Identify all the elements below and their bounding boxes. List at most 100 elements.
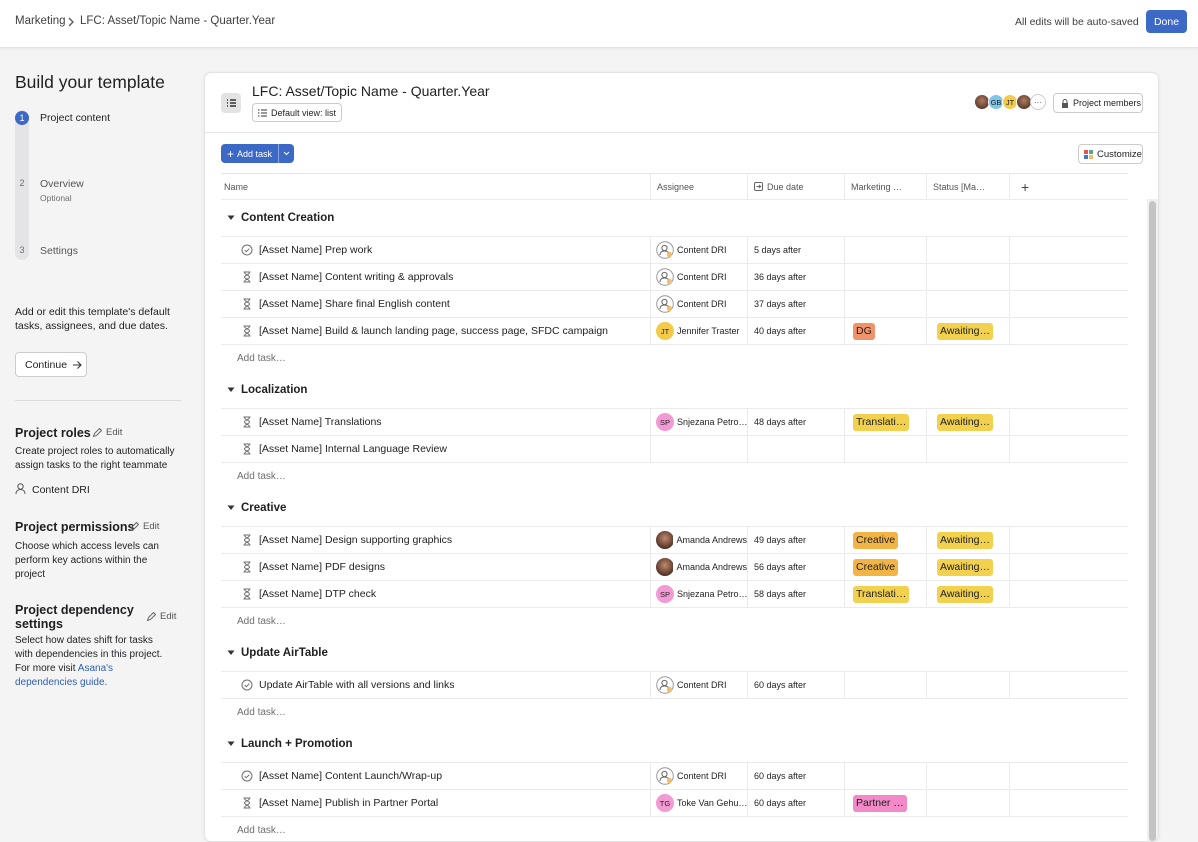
task-row[interactable]: [Asset Name] DTP check SP Snjezana Petro… 5… — [221, 581, 1128, 608]
task-cell — [927, 436, 1010, 462]
continue-button[interactable]: Continue — [15, 352, 87, 377]
more-members[interactable]: ··· — [1030, 94, 1046, 110]
photo-circle — [656, 531, 674, 549]
role-avatar — [656, 268, 674, 286]
section-header[interactable]: Update AirTable — [221, 635, 1128, 672]
add-task-row[interactable]: Add task… — [237, 471, 286, 482]
task-cell: [Asset Name] Internal Language Review — [221, 436, 651, 462]
list-icon — [258, 109, 267, 116]
task-name: Update AirTable with all versions and li… — [259, 679, 455, 691]
breadcrumb-link[interactable]: Marketing — [15, 15, 66, 27]
section-caret — [227, 505, 235, 510]
section-heading: Project permissions — [15, 520, 135, 534]
check-circle — [241, 244, 253, 256]
task-cell: [Asset Name] Prep work — [221, 237, 651, 263]
arrow-icon — [73, 360, 82, 369]
step-label[interactable]: Project content — [40, 112, 111, 124]
section-header[interactable]: Content Creation — [221, 200, 1128, 237]
done-button[interactable]: Done — [1146, 10, 1187, 33]
add-column[interactable]: + — [1021, 178, 1030, 195]
task-name: [Asset Name] Content writing & approvals — [259, 271, 454, 283]
task-cell: 58 days after — [748, 581, 845, 607]
step-label[interactable]: Overview — [40, 178, 84, 190]
section-name: Update AirTable — [241, 647, 328, 659]
task-row[interactable]: [Asset Name] Prep work Content DRI 5 days … — [221, 237, 1128, 264]
role-avatar — [656, 241, 674, 259]
caret-icon — [283, 151, 290, 156]
task-cell — [845, 672, 927, 698]
task-cell — [1010, 436, 1128, 462]
add-task-button[interactable]: + Add task — [221, 144, 279, 163]
task-cell: DG — [845, 318, 927, 344]
section-header[interactable]: Creative — [221, 490, 1128, 527]
section-heading: Project roles — [15, 426, 91, 440]
task-cell: Content DRI — [651, 763, 748, 789]
add-task-dropdown[interactable] — [278, 144, 295, 163]
table-header: Name Assignee Due date Marketing … Status [M… — [221, 173, 1128, 200]
section-header[interactable]: Localization — [221, 372, 1128, 409]
task-cell: Amanda Andrews — [651, 527, 748, 553]
step-label[interactable]: Settings — [40, 245, 78, 257]
field-tag: Creative — [853, 531, 899, 549]
add-task-row[interactable]: Add task… — [237, 825, 286, 836]
task-cell: Content DRI — [651, 672, 748, 698]
role-badge — [666, 305, 673, 312]
customize-button[interactable]: Customize — [1078, 144, 1143, 164]
check-mark — [244, 774, 250, 779]
add-task-row[interactable]: Add task… — [237, 353, 286, 364]
task-row[interactable]: Update AirTable with all versions and li… — [221, 672, 1128, 699]
task-row[interactable]: [Asset Name] Design supporting graphics A… — [221, 527, 1128, 554]
task-cell: Amanda Andrews — [651, 554, 748, 580]
edit-button[interactable]: Edit — [92, 427, 122, 438]
edit-button[interactable]: Edit — [146, 611, 176, 622]
task-row[interactable]: [Asset Name] Publish in Partner Portal TG… — [221, 790, 1128, 817]
role-badge — [666, 686, 673, 693]
role-avatar — [656, 676, 674, 694]
photo-avatar — [656, 558, 674, 576]
task-cell — [927, 672, 1010, 698]
task-row[interactable]: [Asset Name] Content Launch/Wrap-up Conte… — [221, 763, 1128, 790]
task-row[interactable]: [Asset Name] Content writing & approvals… — [221, 264, 1128, 291]
task-row[interactable]: [Asset Name] Internal Language Review — [221, 436, 1128, 463]
assignee-avatar: SP — [656, 413, 674, 431]
column-label: Due date — [767, 181, 804, 192]
dependency-guide-link[interactable]: Asana's dependencies guide. — [15, 663, 114, 688]
default-view-button[interactable]: Default view: list — [252, 103, 343, 122]
assignee-name: Snjezana Petro… — [677, 417, 748, 427]
task-name: [Asset Name] DTP check — [259, 588, 377, 600]
assignee-name: Toke Van Gehu… — [677, 798, 748, 808]
task-cell: 49 days after — [748, 527, 845, 553]
task-cell — [1010, 581, 1128, 607]
assignee-name: Content DRI — [677, 272, 727, 282]
breadcrumb-current: LFC: Asset/Topic Name - Quarter.Year — [80, 15, 276, 27]
task-cell: Content DRI — [651, 237, 748, 263]
task-cell: Translati… — [845, 409, 927, 435]
project-members-button[interactable]: Project members — [1053, 93, 1143, 113]
task-cell: Awaiting… — [927, 318, 1010, 344]
section-header[interactable]: Launch + Promotion — [221, 726, 1128, 763]
task-cell: Awaiting… — [927, 527, 1010, 553]
add-task-row[interactable]: Add task… — [237, 707, 286, 718]
task-name: [Asset Name] Design supporting graphics — [259, 534, 453, 546]
task-name: [Asset Name] Translations — [259, 416, 382, 428]
scroll-thumb[interactable] — [1149, 201, 1156, 841]
task-row[interactable]: [Asset Name] Share final English content… — [221, 291, 1128, 318]
task-row[interactable]: [Asset Name] Translations SP Snjezana Petr… — [221, 409, 1128, 436]
assignee-avatar: JT — [656, 322, 674, 340]
task-cell: 5 days after — [748, 237, 845, 263]
hourglass-icon — [243, 534, 251, 546]
assignee-name: Jennifer Traster — [677, 326, 740, 336]
task-row[interactable]: [Asset Name] Build & launch landing page… — [221, 318, 1128, 345]
column-header: Assignee — [651, 174, 748, 199]
check-icon — [241, 244, 253, 256]
due-box — [754, 182, 763, 191]
column-header: Name — [221, 174, 651, 199]
task-cell — [748, 436, 845, 462]
hourglass-icon — [243, 561, 251, 573]
add-task-row[interactable]: Add task… — [237, 616, 286, 627]
task-row[interactable]: [Asset Name] PDF designs Amanda Andrews 56… — [221, 554, 1128, 581]
hourglass-icon — [243, 325, 251, 337]
edit-button[interactable]: Edit — [129, 521, 159, 532]
task-cell — [927, 763, 1010, 789]
task-name: [Asset Name] Prep work — [259, 244, 373, 256]
